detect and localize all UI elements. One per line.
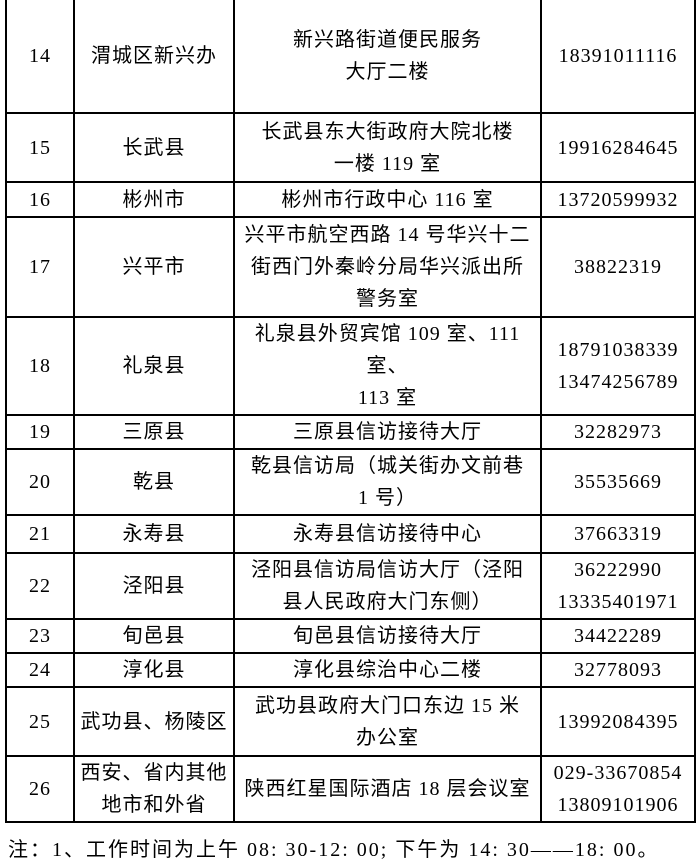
address-cell: 三原县信访接待大厅 [233, 414, 542, 450]
address-cell: 淳化县综治中心二楼 [233, 652, 542, 688]
row-index: 19 [5, 414, 75, 450]
phone-cell: 38822319 [540, 216, 696, 318]
address-cell: 彬州市行政中心 116 室 [233, 181, 542, 218]
address-cell: 乾县信访局（城关街办文前巷 1 号） [233, 448, 542, 516]
phone-cell: 36222990 13335401971 [540, 552, 696, 620]
footnote-label: 注： [8, 839, 52, 861]
phone-cell: 18791038339 13474256789 [540, 316, 696, 416]
row-index: 17 [5, 216, 75, 318]
address-cell: 礼泉县外贸宾馆 109 室、111 室、 113 室 [233, 316, 542, 416]
table-row: 22 泾阳县 泾阳县信访局信访大厅（泾阳 县人民政府大门东侧） 36222990… [5, 552, 696, 620]
district-cell: 乾县 [73, 448, 235, 516]
table-row: 15 长武县 长武县东大街政府大院北楼 一楼 119 室 19916284645 [5, 112, 696, 183]
address-cell: 长武县东大街政府大院北楼 一楼 119 室 [233, 112, 542, 183]
address-cell: 永寿县信访接待中心 [233, 514, 542, 554]
phone-cell: 32778093 [540, 652, 696, 688]
district-cell: 渭城区新兴办 [73, 0, 235, 114]
row-index: 21 [5, 514, 75, 554]
address-cell: 新兴路街道便民服务 大厅二楼 [233, 0, 542, 114]
address-cell: 泾阳县信访局信访大厅（泾阳 县人民政府大门东侧） [233, 552, 542, 620]
district-cell: 彬州市 [73, 181, 235, 218]
row-index: 18 [5, 316, 75, 416]
table-row: 19 三原县 三原县信访接待大厅 32282973 [5, 414, 696, 450]
district-cell: 兴平市 [73, 216, 235, 318]
table-row: 26 西安、省内其他 地市和外省 陕西红星国际酒店 18 层会议室 029-33… [5, 755, 696, 823]
district-cell: 武功县、杨陵区 [73, 686, 235, 757]
contact-locations-table: 14 渭城区新兴办 新兴路街道便民服务 大厅二楼 18391011116 15 … [5, 0, 696, 823]
address-cell: 陕西红星国际酒店 18 层会议室 [233, 755, 542, 823]
district-cell: 永寿县 [73, 514, 235, 554]
phone-cell: 19916284645 [540, 112, 696, 183]
footnote-text-1: 1、工作时间为上午 08: 30-12: 00; 下午为 14: 30——18:… [52, 839, 660, 861]
district-cell: 旬邑县 [73, 618, 235, 654]
phone-cell: 029-33670854 13809101906 [540, 755, 696, 823]
phone-cell: 13720599932 [540, 181, 696, 218]
address-cell: 武功县政府大门口东边 15 米 办公室 [233, 686, 542, 757]
row-index: 15 [5, 112, 75, 183]
address-cell: 兴平市航空西路 14 号华兴十二 街西门外秦岭分局华兴派出所 警务室 [233, 216, 542, 318]
phone-cell: 37663319 [540, 514, 696, 554]
footnotes: 注： 1、工作时间为上午 08: 30-12: 00; 下午为 14: 30——… [8, 833, 697, 863]
address-cell: 旬邑县信访接待大厅 [233, 618, 542, 654]
table-row: 23 旬邑县 旬邑县信访接待大厅 34422289 [5, 618, 696, 654]
phone-cell: 13992084395 [540, 686, 696, 757]
table-row: 14 渭城区新兴办 新兴路街道便民服务 大厅二楼 18391011116 [5, 0, 696, 114]
footnote-line-1: 注： 1、工作时间为上午 08: 30-12: 00; 下午为 14: 30——… [8, 833, 697, 863]
district-cell: 淳化县 [73, 652, 235, 688]
table-row: 21 永寿县 永寿县信访接待中心 37663319 [5, 514, 696, 554]
phone-cell: 32282973 [540, 414, 696, 450]
phone-cell: 18391011116 [540, 0, 696, 114]
phone-cell: 34422289 [540, 618, 696, 654]
district-cell: 西安、省内其他 地市和外省 [73, 755, 235, 823]
row-index: 26 [5, 755, 75, 823]
row-index: 14 [5, 0, 75, 114]
district-cell: 泾阳县 [73, 552, 235, 620]
district-cell: 长武县 [73, 112, 235, 183]
district-cell: 礼泉县 [73, 316, 235, 416]
table-row: 16 彬州市 彬州市行政中心 116 室 13720599932 [5, 181, 696, 218]
table-row: 25 武功县、杨陵区 武功县政府大门口东边 15 米 办公室 139920843… [5, 686, 696, 757]
table-row: 17 兴平市 兴平市航空西路 14 号华兴十二 街西门外秦岭分局华兴派出所 警务… [5, 216, 696, 318]
row-index: 20 [5, 448, 75, 516]
row-index: 23 [5, 618, 75, 654]
table-row: 18 礼泉县 礼泉县外贸宾馆 109 室、111 室、 113 室 187910… [5, 316, 696, 416]
district-cell: 三原县 [73, 414, 235, 450]
row-index: 25 [5, 686, 75, 757]
phone-cell: 35535669 [540, 448, 696, 516]
row-index: 22 [5, 552, 75, 620]
table-row: 24 淳化县 淳化县综治中心二楼 32778093 [5, 652, 696, 688]
row-index: 16 [5, 181, 75, 218]
table-row: 20 乾县 乾县信访局（城关街办文前巷 1 号） 35535669 [5, 448, 696, 516]
row-index: 24 [5, 652, 75, 688]
